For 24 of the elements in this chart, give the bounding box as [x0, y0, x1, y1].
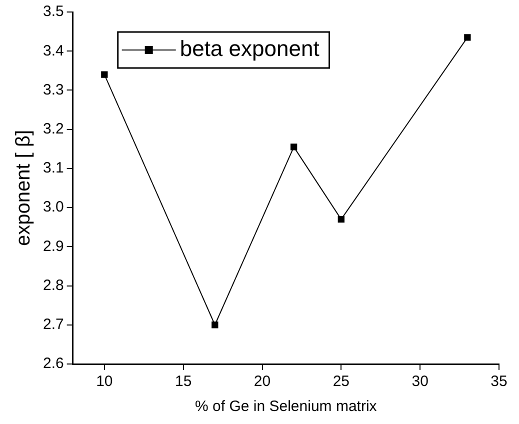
- y-tick-label: 3.4: [42, 42, 64, 60]
- y-tick-label: 3.5: [42, 3, 64, 20]
- legend-label: beta exponent: [180, 36, 320, 62]
- y-tick-label: 3.3: [42, 81, 64, 98]
- y-axis-title: exponent [ β]: [12, 130, 35, 246]
- x-tick-label: 30: [412, 373, 428, 390]
- y-tick-label: 3.2: [42, 120, 64, 138]
- y-tick-label: 2.8: [42, 276, 64, 294]
- y-tick-label: 3.1: [42, 160, 64, 177]
- x-tick-label: 20: [254, 373, 271, 390]
- x-tick-label: 15: [174, 373, 192, 390]
- point: [101, 71, 108, 78]
- x-tick-label: 35: [490, 373, 508, 390]
- point: [290, 144, 298, 150]
- x-axis-title: % of Ge in Selenium matrix: [195, 398, 378, 416]
- y-tick-label: 3.0: [42, 198, 64, 216]
- point: [212, 322, 218, 328]
- point: [464, 34, 471, 41]
- x-tick-label: 25: [332, 373, 350, 390]
- x-tick-label: 10: [96, 373, 113, 390]
- y-tick-label: 2.6: [42, 355, 64, 372]
- point: [338, 216, 344, 223]
- y-tick-label: 2.9: [42, 238, 64, 255]
- y-tick-label: 2.7: [42, 316, 64, 334]
